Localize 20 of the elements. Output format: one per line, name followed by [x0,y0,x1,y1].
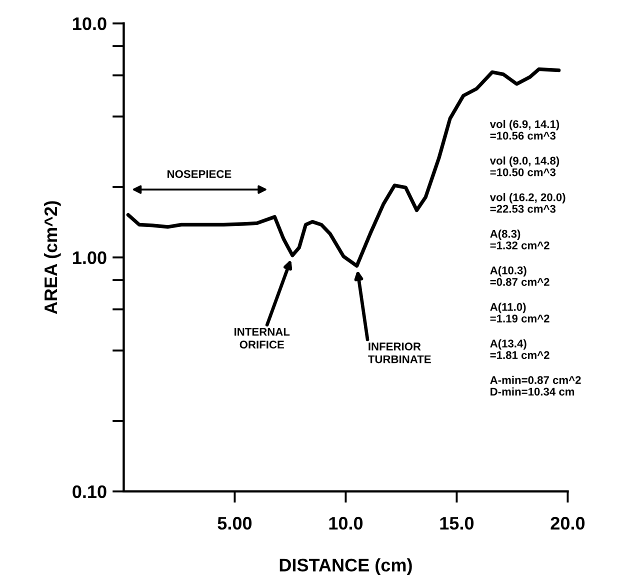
annotation: vol (6.9, 14.1) =10.56 cm^3 [490,120,560,140]
x-tick-label: 15.0 [440,516,474,530]
x-tick-label: 5.00 [218,516,252,530]
annotation: A(10.3) =0.87 cm^2 [490,266,550,286]
x-tick-label: 10.0 [329,516,363,530]
x-axis-title: DISTANCE (cm) [280,558,412,576]
annotation: NOSEPIECE [168,170,232,178]
annotation: A(8.3) =1.32 cm^2 [490,230,550,250]
x-tick-label: 20.0 [550,516,585,530]
y-tick-label: 0.10 [72,485,106,498]
y-axis-title: AREA (cm^2) [44,201,61,314]
annotation: INFERIOR TURBINATE [368,342,431,364]
annotation: A(13.4) =1.81 cm^2 [490,339,550,360]
y-tick-label: 1.00 [73,251,106,264]
y-tick-label: 10.0 [73,17,106,30]
annotation: INTERNAL ORIFICE [234,328,290,349]
annotation: A-min=0.87 cm^2 D-min=10.34 cm [490,376,581,396]
annotation: vol (16.2, 20.0) =22.53 cm^3 [490,193,566,213]
annotation: A(11.0) =1.19 cm^2 [490,302,550,322]
annotation: vol (9.0, 14.8) =10.50 cm^3 [490,156,560,176]
